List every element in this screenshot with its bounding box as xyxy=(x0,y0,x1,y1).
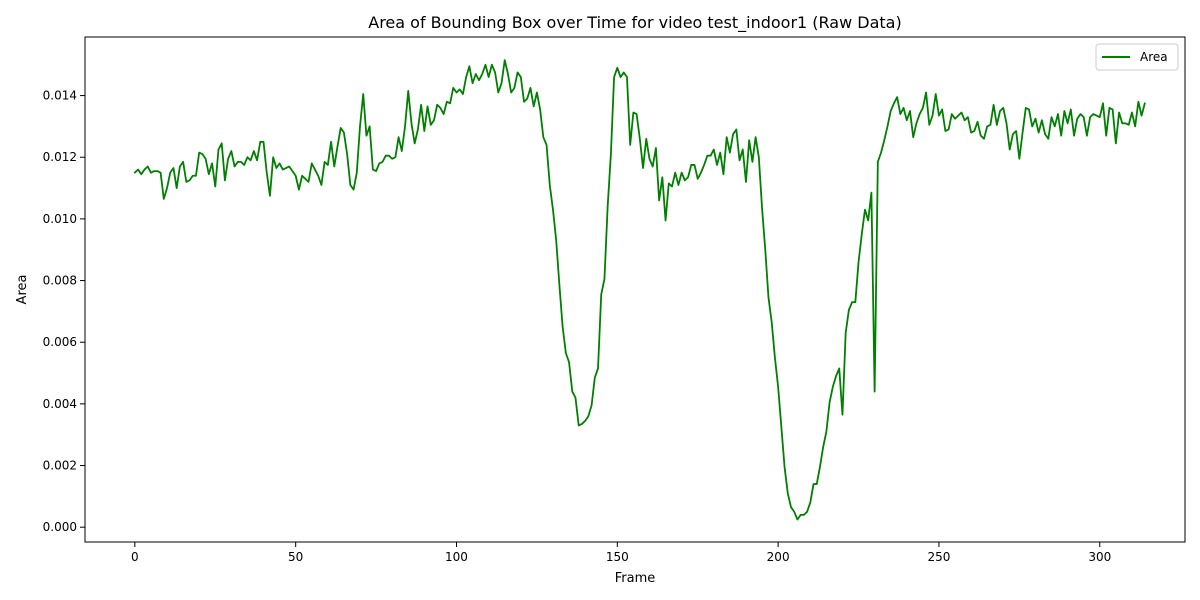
x-tick-label: 200 xyxy=(767,550,790,564)
y-tick-label: 0.004 xyxy=(43,397,77,411)
y-axis-label: Area xyxy=(15,275,30,305)
series-line-area xyxy=(133,59,1146,521)
x-tick-label: 0 xyxy=(131,550,139,564)
legend: Area xyxy=(1095,43,1179,71)
chart-title: Area of Bounding Box over Time for video… xyxy=(368,13,901,33)
y-tick-label: 0.000 xyxy=(43,520,77,534)
x-axis-label: Frame xyxy=(615,571,656,586)
y-tick-label: 0.006 xyxy=(43,335,77,349)
plot-frame xyxy=(84,36,1186,543)
y-tick-label: 0.014 xyxy=(43,89,77,103)
x-tick-label: 50 xyxy=(288,550,303,564)
x-tick-label: 250 xyxy=(927,550,950,564)
legend-box xyxy=(1095,43,1179,71)
x-tick-label: 150 xyxy=(606,550,629,564)
x-tick-label: 300 xyxy=(1088,550,1111,564)
y-tick-label: 0.012 xyxy=(43,150,77,164)
y-axis-ticks: 0.000 0.002 0.004 0.006 0.008 0.010 0.012 0.014 xyxy=(43,89,85,534)
x-tick-label: 100 xyxy=(445,550,468,564)
x-axis-ticks: 0 50 100 150 200 250 300 xyxy=(131,542,1111,564)
y-tick-label: 0.002 xyxy=(43,459,77,473)
y-tick-label: 0.010 xyxy=(43,212,77,226)
plot-area xyxy=(85,37,1185,542)
y-tick-label: 0.008 xyxy=(43,274,77,288)
legend-label-area: Area xyxy=(1140,50,1168,64)
